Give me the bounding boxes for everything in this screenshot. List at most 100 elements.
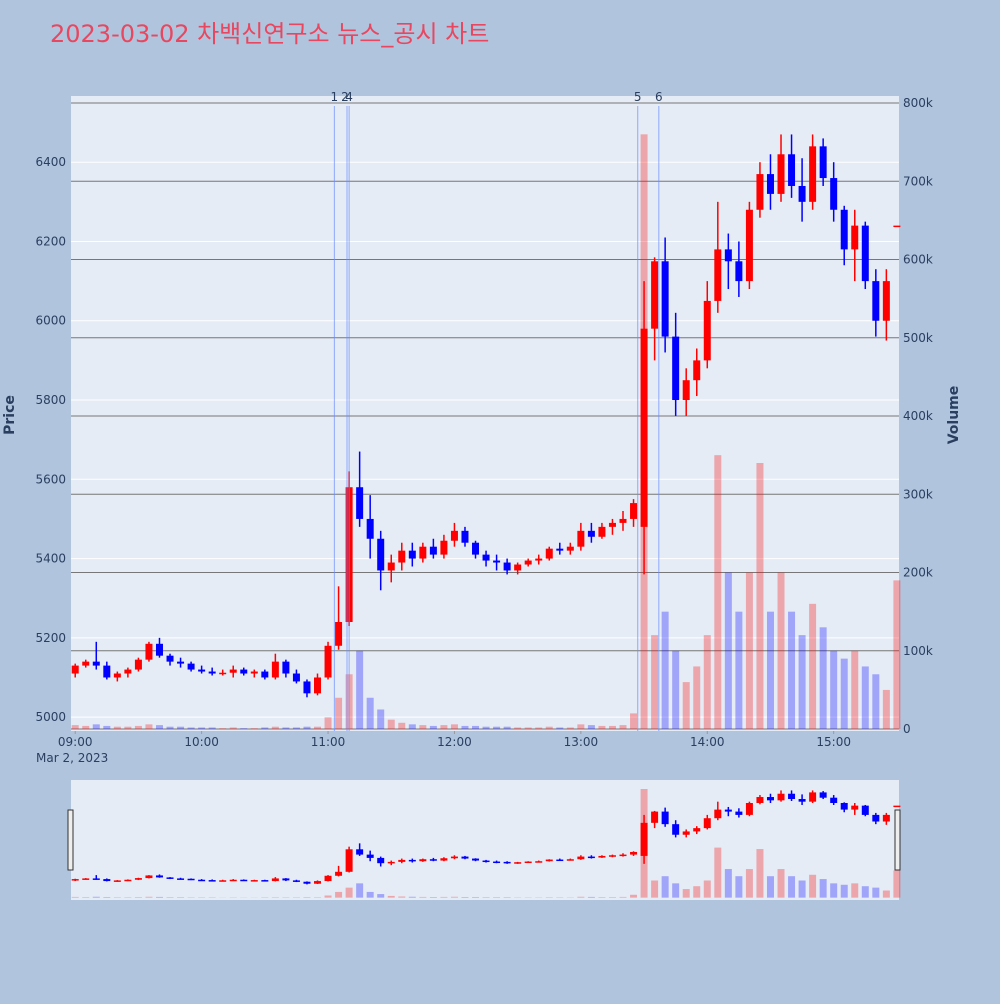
volume-bar [240,728,247,729]
volume-bar [620,897,627,898]
volume-bar [799,880,806,897]
candle-body [799,799,806,802]
slider-handle[interactable] [68,810,73,870]
volume-bar [230,727,237,729]
volume-bar [303,727,310,729]
volume-bar [409,724,416,729]
x-tick-label: 10:00 [184,735,219,749]
candle-body [198,880,205,882]
volume-bar [778,573,785,730]
candle-body [577,531,584,547]
candle-body [124,670,131,674]
volume-bar [356,883,363,897]
annotation-label: 6 [655,90,663,104]
candle-body [567,547,574,551]
volume-bar [398,723,405,729]
volume-bar [145,897,152,898]
volume-bar [419,897,426,898]
y-axis-title: Price [2,395,18,435]
candle-body [156,875,163,877]
volume-bar [472,726,479,729]
volume-bar [820,627,827,729]
candle-body [472,859,479,861]
volume-bar [451,724,458,729]
volume-bar [209,727,216,729]
candle-body [177,662,184,664]
candle-body [767,174,774,194]
y-tick-label: 6400 [35,155,66,169]
volume-bar [830,651,837,729]
volume-bar [609,726,616,729]
candle-body [272,662,279,678]
slider-handle[interactable] [895,810,900,870]
volume-bar [261,727,268,729]
volume-bar [862,886,869,897]
candle-body [335,872,342,876]
candle-body [872,815,879,822]
candle-body [145,875,152,878]
volume-bar [714,848,721,898]
candle-body [630,503,637,519]
candle-body [293,674,300,682]
candle-body [188,879,195,881]
candle-body [219,880,226,882]
candle-body [514,565,521,571]
volume-bar [419,725,426,729]
candle-body [546,860,553,862]
candle-body [440,541,447,555]
candle-body [93,878,100,880]
candle-body [662,261,669,336]
volume-bar [325,717,332,729]
volume-bar [472,897,479,898]
y2-tick-label: 500k [903,331,933,345]
volume-bar [430,897,437,898]
volume-bar [504,727,511,729]
candle-body [672,337,679,400]
volume-bar [251,728,258,729]
candle-body [251,672,258,674]
candle-body [883,815,890,822]
volume-bar [609,897,616,898]
x-tick-label: 15:00 [816,735,851,749]
annotation-label: 1 [331,90,339,104]
volume-bar [135,726,142,729]
candle-body [398,860,405,862]
candle-body [272,878,279,881]
candle-body [388,563,395,571]
candle-body [620,855,627,857]
candle-body [346,849,353,871]
y2-tick-label: 200k [903,566,933,580]
volume-bar [177,727,184,729]
candle-body [630,852,637,855]
candle-body [577,857,584,860]
candle-body [356,849,363,854]
volume-bar [588,897,595,898]
volume-bar [346,888,353,898]
volume-bar [377,709,384,729]
y-tick-label: 5400 [35,552,66,566]
volume-bar [767,612,774,729]
volume-bar [693,666,700,729]
volume-bar [672,651,679,729]
annotation-label: 5 [634,90,642,104]
volume-bar [862,666,869,729]
candle-body [209,672,216,674]
candle-body [325,646,332,678]
candle-body [261,880,268,882]
candle-body [535,559,542,561]
candle-body [820,792,827,797]
candle-body [198,670,205,672]
volume-bar [598,897,605,898]
volume-bar [188,727,195,729]
candle-body [588,857,595,859]
volume-bar [156,897,163,898]
volume-bar [893,580,900,729]
candle-body [504,862,511,864]
candle-body [662,812,669,825]
volume-bar [546,727,553,729]
candle-body [714,810,721,819]
candle-body [472,543,479,555]
volume-bar [788,612,795,729]
y-tick-label: 6200 [35,234,66,248]
candle-body [461,531,468,543]
